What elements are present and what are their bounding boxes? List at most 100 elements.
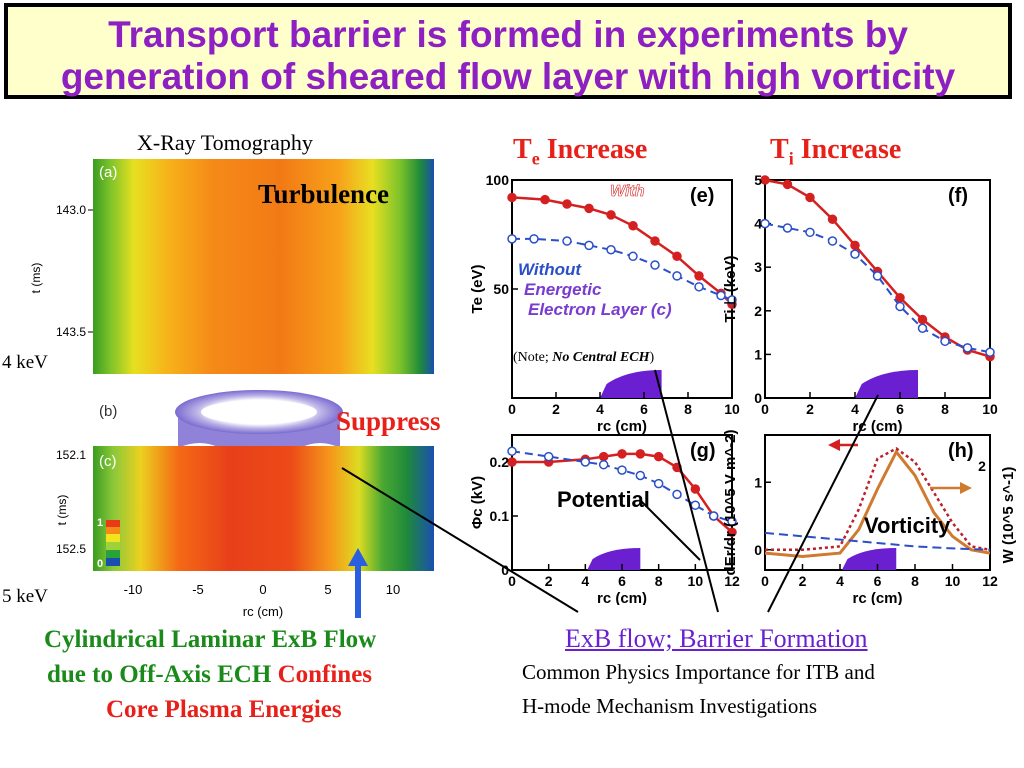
- xlabel-f: rc (cm): [852, 418, 902, 435]
- ti-sub: i: [788, 148, 794, 169]
- panel-label-g: (g): [690, 440, 716, 462]
- ytick-f-3: 3: [754, 259, 762, 275]
- ylabel-e: Te (eV): [469, 265, 486, 314]
- xtick-c-m10: -10: [124, 582, 143, 597]
- ech-bump-f: [855, 370, 918, 398]
- ytick-h-0: 0: [754, 542, 762, 558]
- xtick-g-0: 0: [508, 573, 516, 589]
- green-line-2-wrap: due to Off-Axis ECH Confines: [40, 657, 480, 692]
- data-point-e-1-7: [672, 271, 682, 281]
- xlabel-h: rc (cm): [852, 590, 902, 605]
- panel-label-e: (e): [690, 185, 714, 207]
- data-point-g-1-5: [635, 470, 646, 481]
- data-point-e-0-1: [540, 194, 550, 205]
- ytick-e-0: 50: [493, 281, 509, 297]
- ylabel-h: dEr/dr (10^5 V m^-2): [722, 430, 739, 576]
- ytick-g-1: 0.1: [490, 508, 510, 524]
- data-point-e-0-3: [584, 203, 594, 214]
- panel-label-h: (h): [948, 440, 974, 462]
- data-point-e-1-10: [727, 295, 737, 305]
- ytick-right-h-0: 2: [978, 458, 986, 474]
- data-point-f-1-9: [962, 343, 973, 353]
- xtick-e-0: 0: [508, 401, 516, 417]
- data-point-e-1-3: [584, 240, 594, 251]
- exb-link[interactable]: ExB flow; Barrier Formation: [565, 624, 868, 653]
- ti-T: T: [770, 134, 789, 165]
- green-line-2: due to Off-Axis ECH: [47, 661, 278, 688]
- data-point-e-1-0: [507, 234, 517, 244]
- chart-f: [760, 175, 995, 399]
- data-point-e-1-5: [628, 251, 638, 262]
- data-point-f-1-1: [782, 223, 793, 233]
- panel-c-label: (c): [99, 453, 117, 470]
- title-box: Transport barrier is formed in experimen…: [4, 3, 1012, 99]
- legend-electron-layer: Electron Layer (c): [528, 300, 672, 319]
- plot-frame-f: [764, 179, 991, 399]
- data-point-e-1-6: [650, 260, 660, 270]
- ti-rest: Increase: [793, 134, 902, 165]
- data-point-f-1-6: [895, 301, 905, 312]
- tick-c-1521: 152.1: [56, 448, 86, 462]
- ylabel-a: t (ms): [29, 263, 43, 294]
- ytick-h-1: 1: [754, 474, 762, 490]
- ytick-f-5: 5: [754, 172, 762, 188]
- suppress-label: Suppress: [336, 406, 441, 436]
- colorbar-tick-1: 1: [97, 517, 103, 529]
- ti-increase-label: Ti Increase: [770, 134, 901, 170]
- data-point-e-0-4: [606, 210, 616, 220]
- data-point-g-1-0: [507, 446, 517, 456]
- te-increase-label: Te Increase: [513, 134, 647, 170]
- xtick-h-3: 6: [874, 573, 882, 589]
- ytick-f-4: 4: [754, 216, 762, 232]
- data-point-g-1-10: [727, 516, 737, 527]
- xtick-c-10: 10: [386, 582, 400, 597]
- data-point-g-1-1: [543, 451, 554, 462]
- ech-bump-g: [587, 548, 641, 570]
- data-point-f-0-3: [827, 214, 838, 224]
- tick-a-1430: 143.0: [56, 203, 86, 217]
- xtick-f-4: 8: [941, 401, 949, 417]
- data-point-g-0-7: [672, 462, 682, 473]
- heatmap-c: [93, 446, 434, 571]
- te-rest: Increase: [539, 134, 648, 165]
- xray-label: X-Ray Tomography: [137, 130, 313, 155]
- data-point-g-0-5: [635, 449, 646, 459]
- data-point-f-1-8: [940, 336, 950, 347]
- green-line-1: Cylindrical Laminar ExB Flow: [44, 626, 377, 653]
- tick-a-1435: 143.5: [56, 325, 86, 339]
- panel-a-label: (a): [99, 164, 117, 181]
- ytick-e-1: 100: [486, 172, 510, 188]
- ytick-f-2: 2: [754, 303, 762, 319]
- colorbar-tick-0: 0: [97, 558, 103, 570]
- xtick-g-2: 4: [581, 573, 589, 589]
- legend-energetic: Energetic: [524, 280, 602, 299]
- legend-with: With: [610, 183, 645, 200]
- cylinder-drawing: [175, 390, 343, 448]
- data-point-g-1-7: [672, 489, 682, 500]
- panel-b-label: (b): [99, 403, 117, 420]
- data-point-e-1-4: [606, 245, 616, 255]
- data-point-g-0-6: [653, 451, 664, 462]
- xtick-f-2: 4: [851, 401, 859, 417]
- legend-without: Without: [518, 260, 582, 279]
- red-line-3: Core Plasma Energies: [106, 696, 342, 723]
- data-point-e-0-2: [562, 199, 572, 209]
- slide-title-line-1: Transport barrier is formed in experimen…: [108, 14, 908, 55]
- xtick-h-6: 12: [982, 573, 998, 589]
- ytick-f-1: 1: [754, 346, 762, 362]
- xtick-g-5: 10: [688, 573, 704, 589]
- ytick-f-0: 0: [754, 390, 762, 406]
- data-point-f-0-6: [895, 292, 905, 303]
- common-line-1: Common Physics Importance for ITB and: [522, 660, 875, 684]
- xtick-g-6: 12: [724, 573, 740, 589]
- potential-label: Potential: [557, 487, 650, 512]
- note-prefix: (Note;: [513, 350, 553, 365]
- xtick-g-3: 6: [618, 573, 626, 589]
- xtick-h-0: 0: [761, 573, 769, 589]
- data-point-f-0-1: [782, 179, 793, 190]
- note-suffix: ): [649, 350, 655, 365]
- xtick-h-2: 4: [836, 573, 844, 589]
- panel-label-f: (f): [948, 185, 968, 207]
- data-point-g-1-6: [653, 478, 664, 489]
